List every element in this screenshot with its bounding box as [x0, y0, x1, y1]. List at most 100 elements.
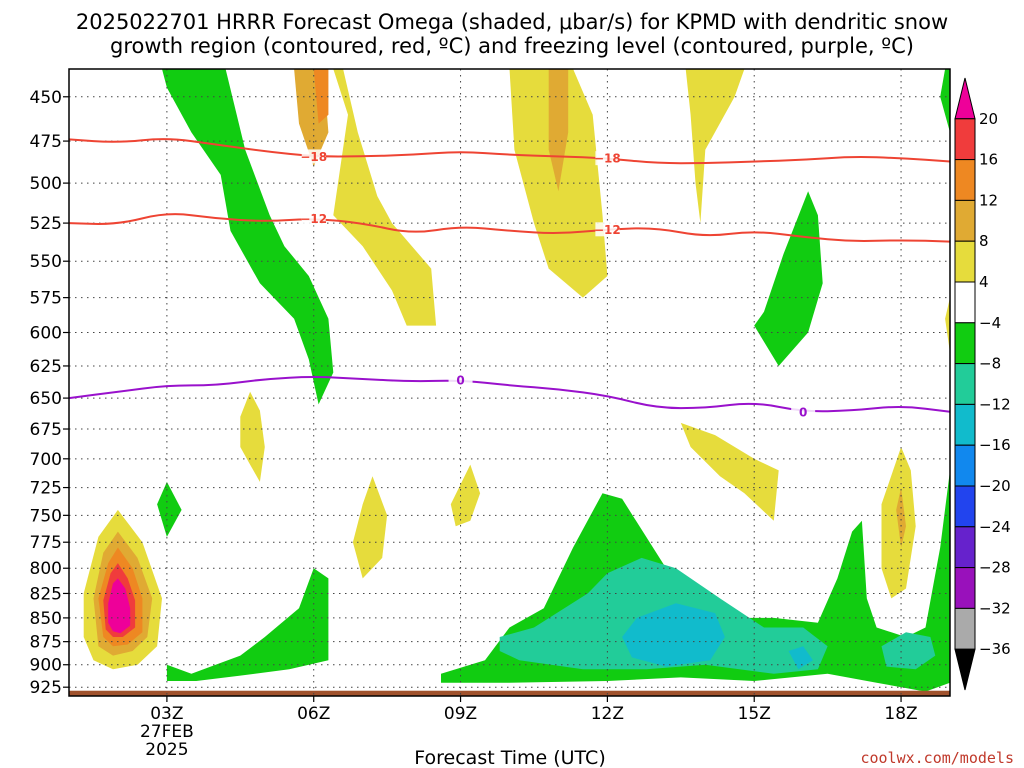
colorbar-min-triangle — [954, 648, 976, 691]
colorbar-swatch-4 — [954, 240, 976, 283]
colorbar: 20 16 12 8 4 −4 −8 −12 −16 −20 −24 −28 −32 −36 — [954, 77, 1011, 691]
contour-label-bg--18 — [301, 149, 326, 164]
y-tick-label-925: 925 — [30, 678, 62, 698]
contour-label--18: −18 — [300, 150, 327, 164]
plot-frame — [68, 68, 951, 697]
y-tick-label-750: 750 — [30, 506, 62, 526]
colorbar-label: −16 — [979, 436, 1011, 454]
x-tick-label-12Z: 12Z — [591, 704, 624, 724]
colorbar-label: −12 — [979, 395, 1011, 413]
y-tick-label-450: 450 — [30, 88, 62, 108]
y-tick-label-725: 725 — [30, 479, 62, 499]
contour-label-bg--12 — [301, 211, 326, 226]
omega-region-21 — [622, 603, 725, 667]
y-tick-label-825: 825 — [30, 584, 62, 604]
colorbar-swatch-3 — [954, 199, 976, 242]
colorbar-swatch-5 — [954, 281, 976, 324]
terrain-fill — [69, 690, 950, 696]
colorbar-swatch-12 — [954, 567, 976, 609]
y-tick-label-625: 625 — [30, 357, 62, 377]
contour-label-0: 0 — [799, 405, 807, 419]
omega-shading — [83, 69, 950, 692]
colorbar-swatch-1 — [954, 118, 976, 161]
x-tick-label-09Z: 09Z — [444, 704, 477, 724]
y-tick-label-800: 800 — [30, 559, 62, 579]
y-tick-label-875: 875 — [30, 633, 62, 653]
x-tick-label-15Z: 15Z — [738, 704, 771, 724]
omega-region-17 — [166, 568, 329, 681]
omega-region-15 — [940, 69, 950, 133]
colorbar-swatch-11 — [954, 526, 976, 569]
y-tick-label-700: 700 — [30, 450, 62, 470]
x-axis-label: Forecast Time (UTC) — [414, 747, 605, 768]
x-tick-date: 27FEB — [140, 722, 194, 742]
y-tick-label-475: 475 — [30, 132, 62, 152]
colorbar-label: 8 — [979, 232, 989, 250]
terrain-band — [69, 690, 950, 696]
colorbar-swatch-6 — [954, 322, 976, 365]
chart-title-line2: growth region (contoured, red, ºC) and f… — [110, 34, 914, 58]
colorbar-label: −4 — [979, 314, 1001, 332]
contour-label-bg--12 — [595, 222, 620, 237]
colorbar-swatch-10 — [954, 485, 976, 528]
contour-label-0: 0 — [456, 374, 464, 388]
colorbar-swatch-2 — [954, 159, 976, 201]
omega-region-8 — [352, 476, 388, 579]
y-tick-label-900: 900 — [30, 656, 62, 676]
y-tick-label-575: 575 — [30, 289, 62, 309]
omega-region-16 — [157, 481, 182, 537]
y-tick-label-775: 775 — [30, 533, 62, 553]
temperature-contours: −18 −18 −12 −12 0 0 — [68, 138, 951, 419]
y-tick-label-675: 675 — [30, 420, 62, 440]
contour-line--18 — [68, 138, 951, 165]
omega-region-0 — [274, 69, 437, 326]
omega-region-9 — [450, 464, 481, 527]
colorbar-swatch-8 — [954, 403, 976, 446]
colorbar-swatch-9 — [954, 444, 976, 487]
y-tick-label-600: 600 — [30, 324, 62, 344]
omega-region-22 — [788, 646, 813, 670]
colorbar-label: −20 — [979, 477, 1011, 495]
y-tick-label-525: 525 — [30, 214, 62, 234]
x-tick-label-06Z: 06Z — [297, 704, 330, 724]
colorbar-swatch-7 — [954, 363, 976, 405]
contour-line--12 — [68, 213, 951, 243]
colorbar-label: −36 — [979, 640, 1011, 658]
omega-region-7 — [240, 391, 265, 482]
y-tick-label-550: 550 — [30, 252, 62, 272]
x-tick-year: 2025 — [145, 740, 188, 760]
y-tick-label-500: 500 — [30, 174, 62, 194]
colorbar-label: −24 — [979, 518, 1011, 536]
colorbar-label: −8 — [979, 355, 1001, 373]
contour-label-bg-0 — [791, 404, 816, 419]
colorbar-label: 12 — [979, 191, 998, 209]
colorbar-label: 4 — [979, 273, 989, 291]
contour-line-0 — [68, 376, 951, 413]
omega-region-14 — [754, 191, 823, 366]
contour-label-bg-0 — [448, 373, 473, 388]
grid-lines — [69, 69, 950, 696]
colorbar-label: −32 — [979, 599, 1011, 617]
contour-label--12: −12 — [300, 212, 327, 226]
omega-region-13 — [162, 69, 334, 405]
chart-title-line1: 2025022701 HRRR Forecast Omega (shaded, … — [76, 10, 948, 34]
omega-region-12 — [896, 487, 906, 548]
x-tick-label-18Z: 18Z — [884, 704, 917, 724]
x-tick-label-03Z: 03Z — [150, 704, 183, 724]
colorbar-label: −28 — [979, 559, 1011, 577]
omega-region-5 — [685, 69, 745, 224]
colorbar-label: 20 — [979, 110, 998, 128]
plot-area: −18 −18 −12 −12 0 0 — [68, 68, 951, 697]
colorbar-label: 16 — [979, 151, 998, 169]
colorbar-swatch-13 — [954, 607, 976, 650]
contour-label--12: −12 — [594, 223, 621, 237]
omega-region-6 — [945, 297, 950, 353]
omega-region-4 — [548, 69, 569, 192]
contour-label--18: −18 — [594, 152, 621, 166]
contour-label-bg--18 — [595, 151, 620, 166]
y-axis: 450 475 500 525 550 575 600 625 650 675 700 725 750 7… — [30, 88, 69, 698]
colorbar-max-triangle — [954, 77, 976, 120]
credit-text: coolwx.com/models — [860, 749, 1014, 767]
